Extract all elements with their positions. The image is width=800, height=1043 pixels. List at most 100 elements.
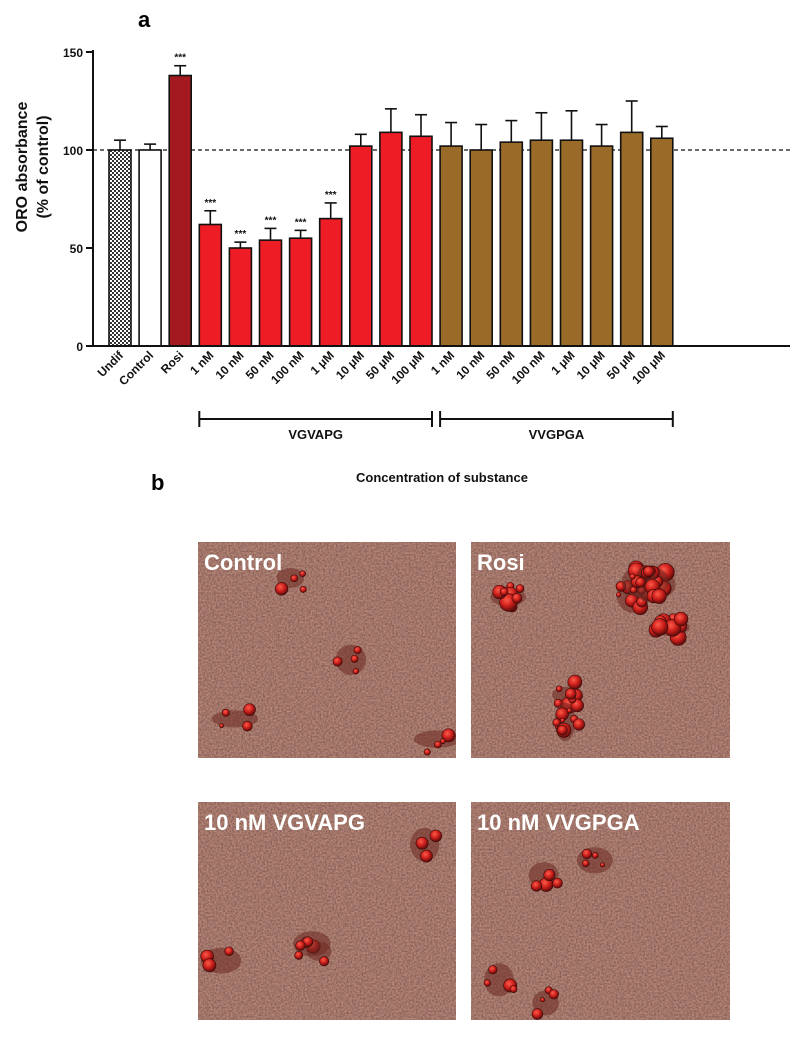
bar — [409, 135, 433, 347]
bar-group: *** — [318, 190, 343, 347]
lipid-droplet — [567, 674, 583, 690]
lipid-droplet — [560, 717, 565, 723]
y-axis-title-line1: ORO absorbance — [14, 102, 31, 233]
bar — [288, 237, 313, 347]
bar — [258, 239, 283, 347]
lipid-droplet — [651, 618, 669, 636]
lipid-droplet — [429, 829, 443, 843]
lipid-droplet — [635, 577, 646, 588]
significance-label: *** — [204, 198, 216, 209]
x-tick-label: 10 μM — [574, 348, 608, 382]
bar — [348, 145, 373, 347]
lipid-droplet — [629, 573, 636, 580]
y-tick-label: 0 — [76, 340, 83, 354]
lipid-droplet — [423, 748, 431, 756]
lipid-droplet — [531, 1008, 544, 1020]
micrograph-grid: Control Rosi 10 nM VGVAPG 10 nM VVGPGA — [198, 542, 730, 1020]
micrograph-label: 10 nM VGVAPG — [204, 810, 365, 835]
bar-group — [469, 123, 494, 347]
bar — [559, 139, 584, 347]
y-tick-label: 100 — [63, 144, 83, 158]
droplet-cluster — [483, 847, 613, 1020]
lipid-droplet — [530, 880, 543, 892]
lipid-droplet — [557, 724, 568, 736]
lipid-droplet — [515, 584, 525, 593]
lipid-droplet — [511, 592, 523, 604]
lipid-droplet — [352, 668, 360, 675]
lipid-droplet — [221, 708, 230, 717]
bar — [138, 149, 162, 347]
lipid-droplet — [552, 718, 561, 727]
group-bracket: VGVAPG — [198, 411, 433, 442]
x-axis-title: Concentration of substance — [356, 470, 528, 485]
lipid-droplet — [420, 849, 433, 863]
bar — [529, 139, 554, 347]
lipid-droplet — [581, 848, 593, 860]
lipid-droplet — [353, 646, 362, 654]
lipid-droplet — [599, 862, 605, 868]
micrograph-control: Control — [198, 542, 456, 758]
panel-a-label: a — [138, 7, 151, 32]
bar — [168, 74, 192, 347]
y-tick-label: 150 — [63, 46, 83, 60]
bar — [108, 149, 132, 347]
bar-group — [559, 110, 584, 347]
y-axis: 0 50 100 150 — [63, 46, 94, 354]
lipid-droplet — [294, 951, 304, 960]
lipid-droplet — [540, 997, 545, 1003]
x-tick-label: 10 μM — [333, 348, 367, 382]
lipid-droplet — [224, 946, 234, 957]
x-tick-label: 100 μM — [629, 348, 668, 387]
lipid-droplet — [651, 588, 667, 604]
group-bracket: VVGPGA — [439, 411, 674, 442]
significance-label: *** — [265, 215, 277, 226]
lipid-droplet — [673, 611, 689, 627]
micrograph-vvgpga: 10 nM VVGPGA — [471, 802, 730, 1020]
x-tick-label: 100 nM — [268, 348, 307, 387]
lipid-droplet — [415, 836, 429, 850]
lipid-droplet — [591, 851, 599, 859]
lipid-droplet — [274, 582, 289, 596]
droplet-cluster — [211, 567, 456, 756]
bar-group — [348, 133, 373, 347]
bar — [619, 131, 644, 347]
lipid-droplet — [242, 720, 253, 732]
significance-label: *** — [325, 190, 337, 201]
micrograph-label: 10 nM VVGPGA — [477, 810, 640, 835]
micrograph-vgvapg: 10 nM VGVAPG — [198, 802, 456, 1020]
lipid-droplet — [555, 685, 563, 693]
bar — [228, 247, 253, 347]
bar — [589, 145, 614, 347]
lipid-droplet — [582, 859, 590, 868]
bar-group: *** — [288, 217, 313, 347]
bar-group: *** — [198, 198, 223, 347]
lipid-droplet — [441, 728, 456, 743]
bar-group: *** — [258, 215, 283, 347]
lipid-droplet — [543, 869, 556, 882]
lipid-droplet — [572, 718, 585, 731]
y-axis-title: ORO absorbance (% of control) — [14, 102, 52, 233]
lipid-droplet — [564, 688, 577, 700]
lipid-droplet — [299, 570, 306, 577]
lipid-droplet — [499, 587, 509, 597]
x-tick-label: 10 nM — [213, 348, 247, 382]
bar-group — [108, 139, 132, 347]
bar-series: *** *** *** *** *** *** — [93, 53, 790, 347]
lipid-droplet — [566, 707, 573, 714]
bar-group — [619, 100, 644, 347]
x-tick-label: 100 μM — [388, 348, 427, 387]
micrograph-label: Rosi — [477, 550, 525, 575]
lipid-droplet — [509, 985, 518, 993]
bar — [649, 137, 674, 347]
y-axis-title-line2: (% of control) — [35, 115, 52, 218]
bar — [469, 149, 494, 347]
lipid-droplet — [616, 591, 622, 598]
droplet-cluster — [200, 827, 443, 974]
bar-group — [379, 108, 403, 347]
bar-group — [529, 111, 554, 347]
lipid-droplet — [243, 703, 256, 716]
bar-group — [409, 113, 433, 347]
micrograph-label: Control — [204, 550, 282, 575]
group-brackets: VGVAPG VVGPGA — [198, 411, 674, 442]
cell-cluster — [576, 847, 613, 874]
